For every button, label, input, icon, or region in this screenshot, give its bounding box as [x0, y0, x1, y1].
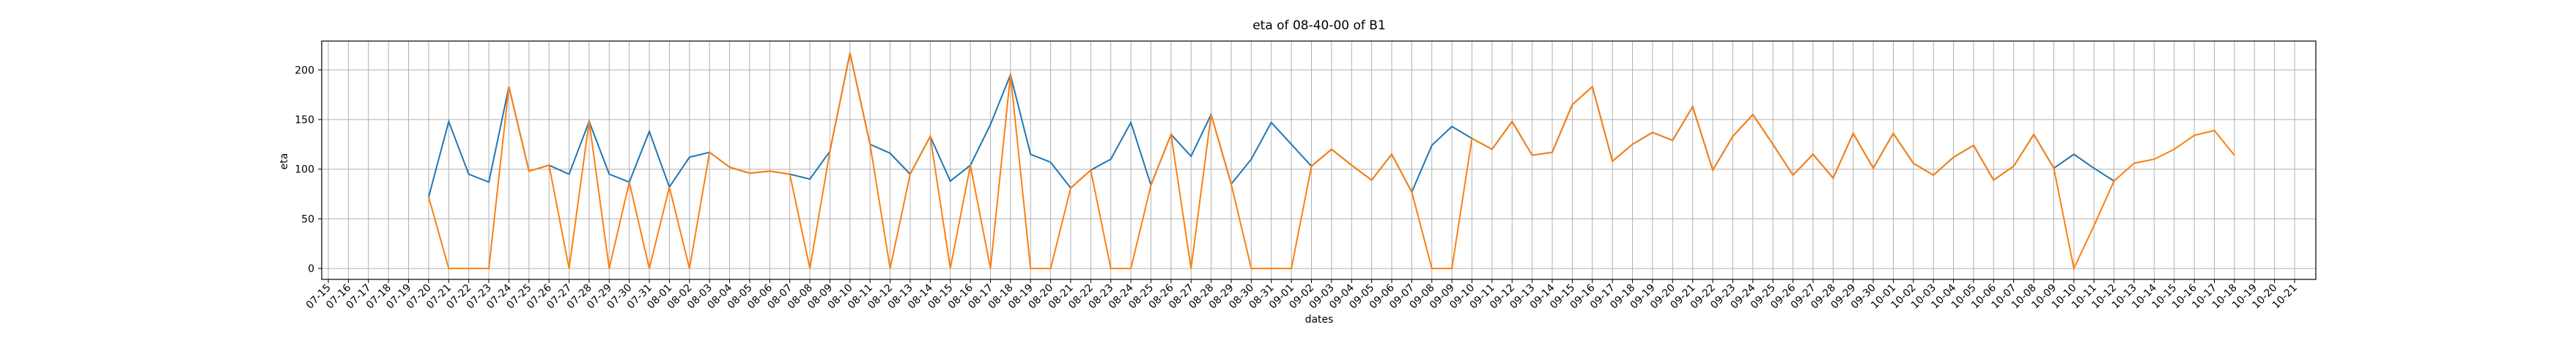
y-tick-label: 0 [308, 263, 314, 275]
lines [427, 53, 2235, 271]
y-tick-label: 200 [295, 65, 314, 76]
y-tick-label: 150 [295, 114, 314, 126]
y-tick-label: 100 [295, 164, 314, 176]
axes-frame [321, 40, 2317, 280]
grid [322, 41, 2316, 279]
series-line [427, 53, 2235, 271]
x-axis-label: dates [1305, 314, 1334, 326]
y-tick-label: 50 [301, 213, 314, 225]
chart-title: eta of 08-40-00 of B1 [1252, 18, 1386, 33]
y-axis-label: eta [278, 153, 290, 170]
